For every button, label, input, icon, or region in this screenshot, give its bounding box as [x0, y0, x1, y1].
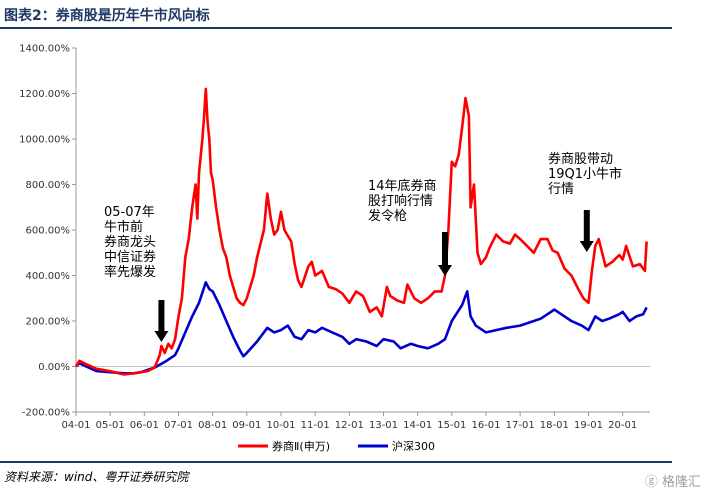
x-tick-label: 09-01	[232, 420, 261, 431]
x-tick-label: 19-01	[574, 420, 603, 431]
y-tick-label: 400.00%	[26, 271, 71, 282]
series-line	[75, 281, 648, 375]
y-tick-label: 800.00%	[26, 180, 71, 191]
x-tick-label: 12-01	[335, 420, 364, 431]
annotation-arrow-head	[438, 265, 452, 276]
x-tick-label: 17-01	[506, 420, 535, 431]
annotation-line: 05-07年	[104, 205, 155, 220]
legend-label: 券商Ⅱ(申万)	[272, 439, 330, 453]
y-tick-label: -200.00%	[22, 408, 70, 419]
x-tick-label: 14-01	[403, 420, 432, 431]
x-axis: 04-01 05-01 06-01 07-01 08-01 09-01 10-01 11-01…	[61, 412, 637, 431]
x-tick-label: 08-01	[198, 420, 227, 431]
annotation-line: 行情	[548, 182, 574, 197]
watermark: ⓖ 格隆汇	[645, 471, 701, 490]
annotation-line: 发令枪	[368, 208, 407, 224]
x-tick-label: 10-01	[266, 420, 295, 431]
annotation-arrow-shaft	[583, 210, 590, 242]
annotation-line: 券商股带动	[548, 151, 613, 167]
annotation-arrow-shaft	[158, 300, 165, 332]
y-tick-label: 200.00%	[26, 317, 71, 328]
watermark-logo-icon: ⓖ	[644, 475, 658, 490]
annotation-line: 券商龙头	[104, 234, 156, 250]
source-note: 资料来源：wind、粤开证券研究院	[4, 470, 189, 484]
annotation-arrow-shaft	[442, 232, 448, 266]
x-tick-label: 16-01	[471, 420, 500, 431]
annotation-line: 中信证券	[104, 249, 156, 265]
x-tick-label: 05-01	[96, 420, 125, 431]
annotation-line: 牛市前	[104, 219, 143, 235]
watermark-text: 格隆汇	[661, 475, 701, 490]
legend-label: 沪深300	[392, 439, 435, 453]
x-tick-label: 18-01	[540, 420, 569, 431]
footer-rule	[0, 461, 672, 463]
y-tick-label: 1000.00%	[19, 135, 70, 146]
y-tick-label: 1200.00%	[19, 89, 70, 100]
annotation-line: 14年底券商	[368, 178, 437, 194]
x-tick-label: 11-01	[301, 420, 330, 431]
line-chart: -200.00% 0.00% 200.00% 400.00% 600.00% 800.00…	[19, 44, 650, 453]
annotation-line: 率先爆发	[104, 264, 156, 280]
x-tick-label: 07-01	[164, 420, 193, 431]
x-tick-label: 20-01	[608, 420, 637, 431]
y-tick-label: 0.00%	[38, 362, 70, 373]
plot-area	[75, 48, 650, 413]
header-rule	[0, 27, 672, 29]
annotation-line: 19Q1小牛市	[548, 166, 622, 182]
header: 图表2：券商股是历年牛市风向标	[0, 0, 709, 29]
legend: 券商Ⅱ(申万) 沪深300	[238, 439, 435, 453]
annotation-line: 股打响行情	[368, 193, 433, 209]
x-tick-label: 13-01	[369, 420, 398, 431]
series-line	[74, 87, 648, 376]
figure-title: 图表2：券商股是历年牛市风向标	[4, 8, 210, 24]
x-tick-label: 06-01	[130, 420, 159, 431]
x-tick-label: 04-01	[61, 420, 90, 431]
annotation-arrow-head	[579, 241, 594, 252]
annotation-arrow-head	[154, 331, 169, 342]
x-tick-label: 15-01	[437, 420, 466, 431]
y-tick-label: 1400.00%	[19, 44, 70, 55]
y-tick-label: 600.00%	[26, 226, 71, 237]
series-lines	[74, 87, 648, 376]
y-axis: -200.00% 0.00% 200.00% 400.00% 600.00% 800.00…	[19, 44, 76, 419]
